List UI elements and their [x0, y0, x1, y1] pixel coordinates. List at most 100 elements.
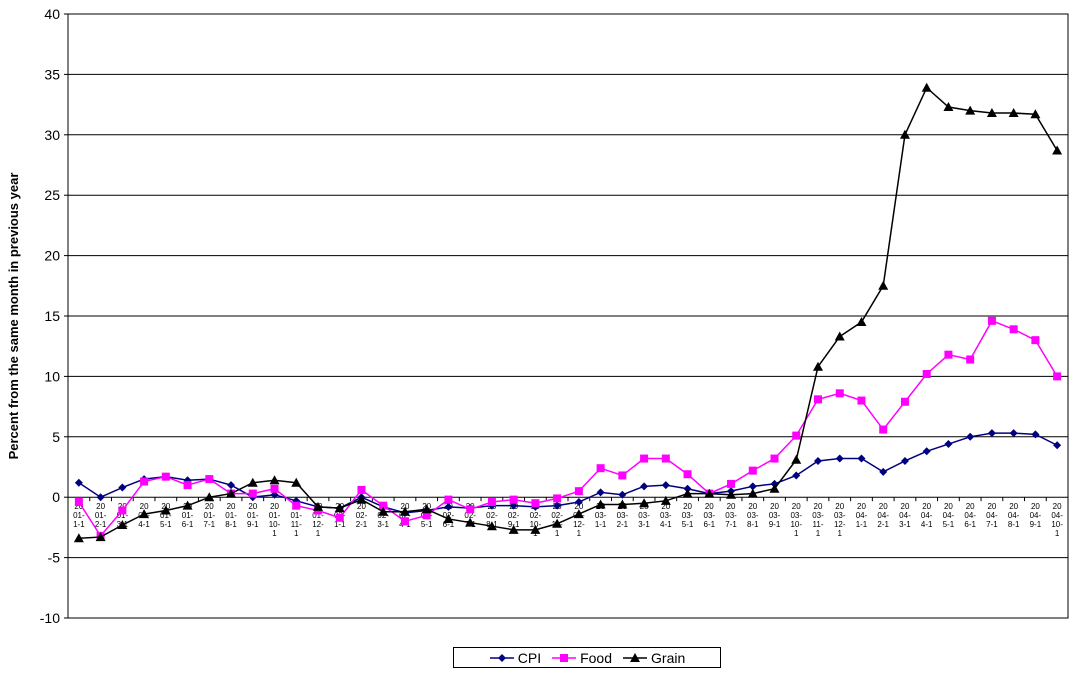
food-point	[987, 316, 996, 325]
grain-point	[95, 532, 106, 542]
legend-label: Food	[580, 649, 613, 666]
x-tick-label: 20 03-6-1	[704, 502, 716, 529]
cpi-point	[509, 501, 518, 510]
legend-swatch-food	[552, 653, 577, 662]
food-line	[78, 319, 1058, 538]
food-legend-marker	[560, 653, 569, 662]
grain-point	[573, 509, 584, 519]
food-point	[1031, 336, 1040, 345]
food-point	[553, 494, 562, 503]
grain-point	[378, 506, 389, 516]
cpi-point	[857, 454, 866, 463]
cpi-point	[748, 482, 757, 491]
x-tick-label: 20 04-7-1	[986, 502, 998, 529]
x-tick-label: 20 03-12-1	[834, 502, 846, 538]
cpi-point	[900, 456, 909, 465]
series-grain	[73, 82, 1063, 543]
legend-item-grain: Grain	[622, 650, 685, 666]
y-tick-label: -10	[40, 610, 60, 626]
food-point	[596, 464, 605, 473]
grain-point	[356, 494, 367, 504]
cpi-point	[922, 447, 931, 456]
food-point	[683, 470, 692, 479]
food-point	[292, 501, 301, 510]
grain-point	[617, 499, 628, 509]
grain-point	[747, 488, 758, 498]
x-tick-label: 20 04-6-1	[964, 502, 976, 529]
grain-point	[899, 129, 910, 139]
x-tick-label: 20 02-2-1	[356, 502, 368, 529]
x-tick-label: 20 03-5-1	[682, 502, 694, 529]
cpi-point	[944, 440, 953, 449]
cpi-point	[553, 501, 562, 510]
y-tick-label: 5	[52, 429, 60, 445]
x-tick-label: 20 01-7-1	[204, 502, 216, 529]
plot-area-border	[67, 13, 1069, 619]
cpi-point	[987, 429, 996, 438]
cpi-point	[835, 454, 844, 463]
x-tick-label: 20 04-9-1	[1030, 502, 1042, 529]
grain-point	[878, 280, 889, 290]
grain-point	[1052, 145, 1063, 155]
x-tick-label: 20 03-9-1	[769, 502, 781, 529]
legend: CPI Food Grain	[453, 647, 721, 668]
cpi-point	[118, 483, 127, 492]
grain-point	[486, 521, 497, 531]
grain-point	[465, 517, 476, 527]
y-tick-label: -5	[48, 550, 61, 566]
x-tick-label: 20 03-8-1	[747, 502, 759, 529]
grain-point	[769, 483, 780, 493]
food-point	[270, 484, 279, 493]
grain-point	[639, 498, 650, 508]
legend-swatch-cpi	[489, 653, 514, 662]
grain-point	[421, 504, 432, 514]
y-tick-label: 30	[44, 127, 60, 143]
x-tick-label: 20 01-1-1	[73, 502, 85, 529]
food-point	[205, 475, 214, 484]
grain-point	[595, 499, 606, 509]
cpi-point	[574, 498, 583, 507]
food-point	[814, 395, 822, 404]
food-point	[140, 477, 149, 486]
cpi-point	[96, 493, 105, 502]
legend-label: Grain	[651, 649, 686, 666]
food-point	[248, 489, 257, 498]
grain-point	[856, 317, 867, 327]
x-tick-label: 20 04-8-1	[1008, 502, 1020, 529]
x-tick-label: 20 04-5-1	[943, 502, 955, 529]
food-point	[1009, 325, 1018, 334]
y-axis-label: Percent from the same month in previous …	[6, 173, 21, 460]
x-tick-label: 20 03-10-1	[790, 502, 802, 538]
x-tick-label: 20 01-9-1	[247, 502, 259, 529]
food-point	[661, 454, 670, 463]
food-point	[400, 517, 409, 526]
food-point	[966, 355, 975, 364]
grain-point	[660, 495, 671, 505]
food-point	[531, 499, 540, 508]
x-tick-label: 20 01-10-1	[269, 502, 281, 538]
x-tick-label: 20 03-7-1	[725, 502, 737, 529]
x-tick-label: 20 04-1-1	[856, 502, 868, 529]
food-point	[1053, 372, 1062, 381]
cpi-point	[640, 482, 649, 491]
food-point	[183, 481, 192, 490]
grain-point	[291, 477, 302, 487]
food-point	[922, 369, 931, 378]
grain-point	[813, 361, 823, 371]
cpi-point	[792, 471, 801, 480]
cpi-point	[74, 478, 83, 487]
y-tick-label: 20	[44, 248, 60, 264]
food-point	[879, 425, 888, 434]
x-tick-label: 20 04-4-1	[921, 502, 933, 529]
cpi-point	[1053, 441, 1062, 450]
x-tick-label: 20 03-11-1	[812, 502, 824, 538]
food-point	[640, 454, 649, 463]
cpi-legend-marker	[497, 653, 506, 662]
food-point	[900, 397, 909, 406]
food-point	[748, 466, 757, 475]
grain-point	[791, 454, 802, 464]
cpi-point	[1009, 429, 1018, 438]
grain-point	[160, 505, 171, 515]
y-tick-label: 25	[44, 187, 60, 203]
food-point	[770, 454, 779, 463]
